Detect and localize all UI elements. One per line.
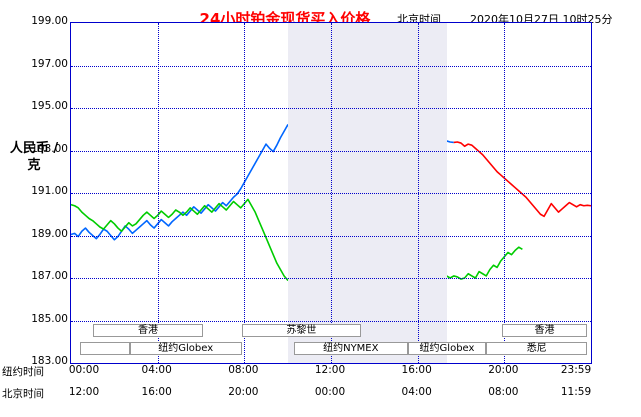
x-axis-tick-label-bj: 16:00 bbox=[141, 386, 172, 398]
y-axis-tick-label: 185.00 bbox=[31, 312, 68, 325]
session-bar: 悉尼 bbox=[486, 342, 588, 355]
session-bar-label: 香港 bbox=[534, 325, 555, 336]
x-axis-tick-label-ny: 12:00 bbox=[314, 364, 346, 376]
y-axis-tick-label: 189.00 bbox=[31, 227, 68, 240]
y-axis-tick-label: 195.00 bbox=[31, 100, 68, 112]
session-bar-label: 纽约Globex bbox=[419, 343, 475, 354]
y-axis-tick-label: 193.00 bbox=[31, 142, 68, 155]
x-axis-row-bj: 12:00 16:00 20:00 00:00 04:00 08:00 11:59 bbox=[68, 386, 592, 400]
y-axis-title: 人民币 / 克 bbox=[9, 141, 59, 173]
session-bar: 纽约NYMEX bbox=[293, 342, 408, 355]
x-axis-tick-label-ny: 04:00 bbox=[141, 364, 172, 376]
session-bar-label: 悉尼 bbox=[526, 343, 547, 354]
gridline-vertical bbox=[331, 23, 332, 363]
y-axis-tick-label: 191.00 bbox=[31, 185, 68, 197]
gridline-vertical bbox=[157, 23, 159, 363]
x-axis-tick-label-bj: 11:59 bbox=[560, 386, 592, 398]
x-axis-tick-label-bj: 20:00 bbox=[228, 386, 259, 398]
gridline-vertical bbox=[417, 23, 419, 363]
session-bar-label: 苏黎世 bbox=[286, 325, 317, 336]
session-bar: 香港 bbox=[501, 324, 588, 337]
x-axis-name-ny: 纽约时间 bbox=[2, 366, 44, 378]
y-axis-tick-label: 183.00 bbox=[31, 355, 68, 367]
x-axis-tick-label-bj: 04:00 bbox=[401, 386, 432, 398]
y-axis-tick-label: 199.00 bbox=[31, 15, 68, 27]
x-axis-tick-label-ny: 00:00 bbox=[68, 364, 100, 376]
x-axis-tick-label-ny: 08:00 bbox=[228, 364, 259, 376]
gridline-vertical bbox=[504, 23, 506, 363]
session-bar bbox=[80, 342, 130, 355]
x-axis-tick-label-ny: 23:59 bbox=[560, 364, 592, 376]
gridline-vertical bbox=[244, 23, 246, 363]
session-bar: 纽约Globex bbox=[129, 342, 242, 355]
x-axis-tick-label-ny: 16:00 bbox=[401, 364, 432, 376]
session-bar-label: 香港 bbox=[137, 325, 158, 336]
x-axis-tick-label-bj: 08:00 bbox=[488, 386, 519, 398]
session-bar: 纽约Globex bbox=[408, 342, 486, 355]
x-axis-tick-label-bj: 00:00 bbox=[314, 386, 346, 398]
y-axis: 199.00 197.00 195.00 193.00 191.00 189.00 187.… bbox=[0, 0, 68, 380]
session-bar-label: 纽约Globex bbox=[158, 343, 214, 354]
x-axis-row-ny: 00:00 04:00 08:00 12:00 16:00 20:00 23:59 bbox=[68, 364, 592, 378]
y-axis-tick-label: 187.00 bbox=[31, 270, 68, 282]
session-bar: 香港 bbox=[93, 324, 203, 337]
session-bar-label: 纽约NYMEX bbox=[323, 343, 379, 354]
x-axis-tick-label-ny: 20:00 bbox=[488, 364, 519, 376]
y-axis-tick-label: 197.00 bbox=[31, 57, 68, 70]
series-line bbox=[453, 141, 591, 218]
x-axis-tick-label-bj: 12:00 bbox=[68, 386, 100, 398]
x-axis-name-bj: 北京时间 bbox=[2, 388, 44, 400]
plot-area bbox=[70, 22, 592, 364]
session-bar: 苏黎世 bbox=[241, 324, 362, 337]
session-bars: 香港 苏黎世 香港 纽约Globex 纽约NYMEX 纽约Globex 悉尼 bbox=[70, 324, 590, 360]
